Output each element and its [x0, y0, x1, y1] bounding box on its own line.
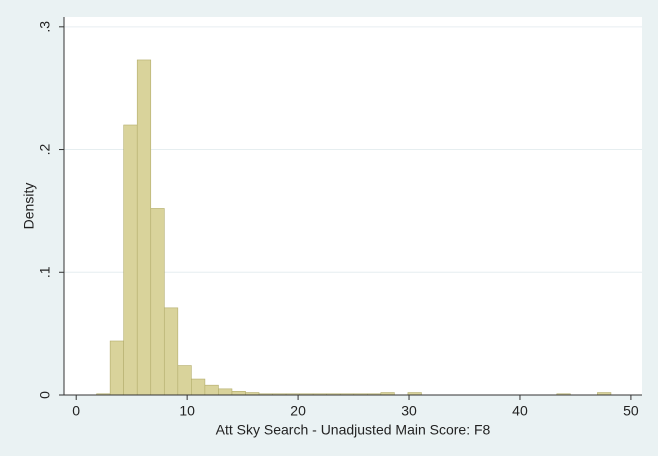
- bar: [231, 391, 246, 396]
- x-tick-label: 20: [290, 403, 306, 419]
- x-tick-label: 50: [623, 403, 639, 419]
- bar: [191, 378, 206, 396]
- y-tick-label: .3: [37, 21, 53, 33]
- bar: [150, 208, 165, 396]
- bar: [163, 307, 179, 396]
- y-tick-label: .2: [37, 143, 53, 155]
- x-tick-label: 30: [401, 403, 417, 419]
- bar: [177, 365, 192, 396]
- bar: [109, 340, 124, 396]
- bar: [123, 124, 138, 396]
- y-axis-title: Density: [21, 183, 37, 230]
- x-axis-title: Att Sky Search - Unadjusted Main Score: …: [216, 422, 491, 438]
- y-tick-label: 0: [37, 391, 53, 399]
- y-tick-label: .1: [37, 266, 53, 278]
- x-tick-label: 0: [72, 403, 80, 419]
- x-tick-label: 40: [512, 403, 528, 419]
- bar: [136, 59, 152, 396]
- x-tick-label: 10: [179, 403, 195, 419]
- bar: [204, 384, 219, 396]
- bar: [218, 388, 233, 396]
